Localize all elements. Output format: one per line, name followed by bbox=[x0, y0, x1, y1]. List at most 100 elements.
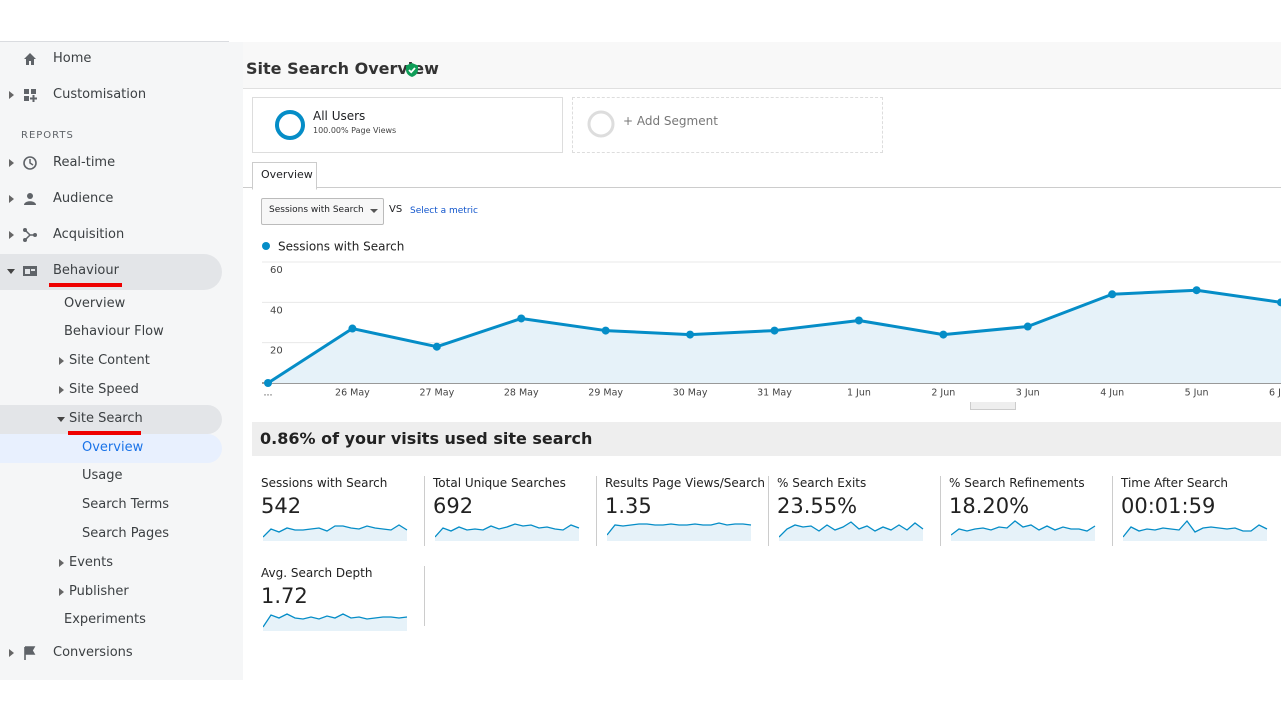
x-tick-label: 30 May bbox=[673, 388, 708, 399]
x-tick-label: 31 May bbox=[757, 388, 792, 399]
nav-icon bbox=[24, 193, 36, 205]
x-tick-label: 29 May bbox=[588, 388, 623, 399]
tab-line bbox=[243, 187, 1281, 188]
sparkline bbox=[1123, 519, 1268, 541]
nav-item[interactable]: Site Search bbox=[69, 411, 143, 426]
nav-icon bbox=[24, 53, 36, 65]
point bbox=[854, 316, 863, 325]
chart-resize-handle[interactable] bbox=[970, 402, 1016, 410]
metric-value: 542 bbox=[261, 494, 302, 518]
metric-name[interactable]: % Search Exits bbox=[777, 476, 867, 490]
metric-separator bbox=[596, 476, 597, 546]
expand-arrow bbox=[9, 195, 14, 203]
nav-item[interactable]: Real-time bbox=[53, 155, 116, 170]
annotation-underline bbox=[68, 431, 141, 435]
x-tick-label: 3 Jun bbox=[1016, 388, 1040, 399]
select-metric-link[interactable]: Select a metric bbox=[410, 206, 478, 216]
add-segment-card[interactable] bbox=[572, 97, 883, 153]
metric-name[interactable]: Time After Search bbox=[1121, 476, 1229, 490]
nav-item[interactable]: Overview bbox=[64, 296, 126, 311]
add-segment-circle bbox=[587, 110, 615, 138]
nav-item: REPORTS bbox=[21, 130, 74, 141]
nav-item[interactable]: Acquisition bbox=[53, 227, 125, 242]
segment-detail: 100.00% Page Views bbox=[313, 126, 397, 135]
point bbox=[770, 326, 779, 335]
metric-name[interactable]: Avg. Search Depth bbox=[261, 566, 373, 580]
nav-item[interactable]: Site Content bbox=[69, 353, 150, 368]
add-segment[interactable]: + Add Segment bbox=[623, 114, 718, 128]
metric-value: 692 bbox=[433, 494, 474, 518]
segment-name: All Users bbox=[313, 109, 366, 123]
legend-marker bbox=[262, 242, 270, 250]
dropdown-arrow bbox=[370, 209, 378, 213]
area bbox=[268, 290, 1281, 383]
nav-item[interactable]: Site Speed bbox=[69, 382, 139, 397]
nav-item[interactable]: Experiments bbox=[64, 612, 146, 627]
nav-item[interactable]: Home bbox=[53, 51, 92, 66]
nav-item[interactable]: Conversions bbox=[53, 645, 133, 660]
nav-icon bbox=[24, 89, 37, 102]
nav-item[interactable]: Audience bbox=[53, 191, 114, 206]
nav-item[interactable]: Usage bbox=[82, 468, 123, 483]
point bbox=[1108, 290, 1117, 299]
tab[interactable] bbox=[252, 162, 317, 190]
x-tick-label: 28 May bbox=[504, 388, 539, 399]
nav-icon bbox=[23, 266, 37, 276]
segment-card[interactable] bbox=[252, 97, 563, 153]
summary-bar bbox=[252, 422, 1281, 456]
vs: VS bbox=[389, 204, 403, 215]
nav-item[interactable]: Customisation bbox=[53, 87, 147, 102]
x-tick-label: 26 May bbox=[335, 388, 370, 399]
divider bbox=[0, 41, 229, 42]
metric-separator bbox=[768, 476, 769, 546]
verified-icon bbox=[406, 63, 418, 77]
point bbox=[517, 314, 526, 323]
sparkline bbox=[435, 523, 580, 541]
sparkline bbox=[607, 522, 752, 541]
legend-label: Sessions with Search bbox=[278, 240, 404, 254]
metric-value: 18.20% bbox=[949, 494, 1030, 518]
nav-item[interactable]: Publisher bbox=[69, 584, 129, 599]
expand-arrow bbox=[7, 269, 15, 274]
nav-icon bbox=[24, 646, 36, 660]
point bbox=[1192, 286, 1201, 295]
expand-arrow bbox=[9, 91, 14, 99]
metric-value: 00:01:59 bbox=[1121, 494, 1216, 518]
point bbox=[601, 326, 610, 335]
sparkline bbox=[263, 613, 408, 631]
metric-separator bbox=[940, 476, 941, 546]
expand-arrow bbox=[9, 649, 14, 657]
x-tick-label: 6 Jun bbox=[1269, 388, 1281, 399]
expand-arrow bbox=[9, 231, 14, 239]
active-subsection bbox=[0, 405, 222, 434]
metric-value: 1.72 bbox=[261, 584, 308, 608]
metric-name[interactable]: Results Page Views/Search bbox=[605, 476, 766, 490]
sparkline bbox=[951, 520, 1096, 541]
sparkline bbox=[779, 521, 924, 541]
metric-select[interactable] bbox=[261, 198, 384, 225]
nav-item[interactable]: Events bbox=[69, 555, 114, 570]
x-tick-label: ... bbox=[263, 388, 272, 399]
nav-item[interactable]: Behaviour Flow bbox=[64, 324, 164, 339]
sparkline bbox=[263, 524, 408, 541]
point bbox=[264, 379, 272, 387]
metric-select-label: Sessions with Search bbox=[269, 205, 364, 215]
nav-item[interactable]: Behaviour bbox=[53, 263, 119, 278]
expand-arrow bbox=[59, 386, 64, 394]
nav-icon bbox=[23, 228, 37, 242]
expand-arrow bbox=[59, 559, 64, 567]
metric-name[interactable]: % Search Refinements bbox=[949, 476, 1085, 490]
y-tick-label: 20 bbox=[270, 346, 283, 357]
nav-item[interactable]: Overview bbox=[82, 440, 144, 455]
metric-name[interactable]: Total Unique Searches bbox=[433, 476, 566, 490]
point bbox=[686, 330, 695, 339]
x-tick-label: 5 Jun bbox=[1185, 388, 1209, 399]
metric-name[interactable]: Sessions with Search bbox=[261, 476, 388, 490]
nav-item[interactable]: Search Pages bbox=[82, 526, 170, 541]
tab-label: Overview bbox=[261, 168, 313, 181]
point bbox=[348, 324, 357, 333]
point bbox=[1023, 322, 1032, 331]
nav-item[interactable]: Search Terms bbox=[82, 497, 170, 512]
